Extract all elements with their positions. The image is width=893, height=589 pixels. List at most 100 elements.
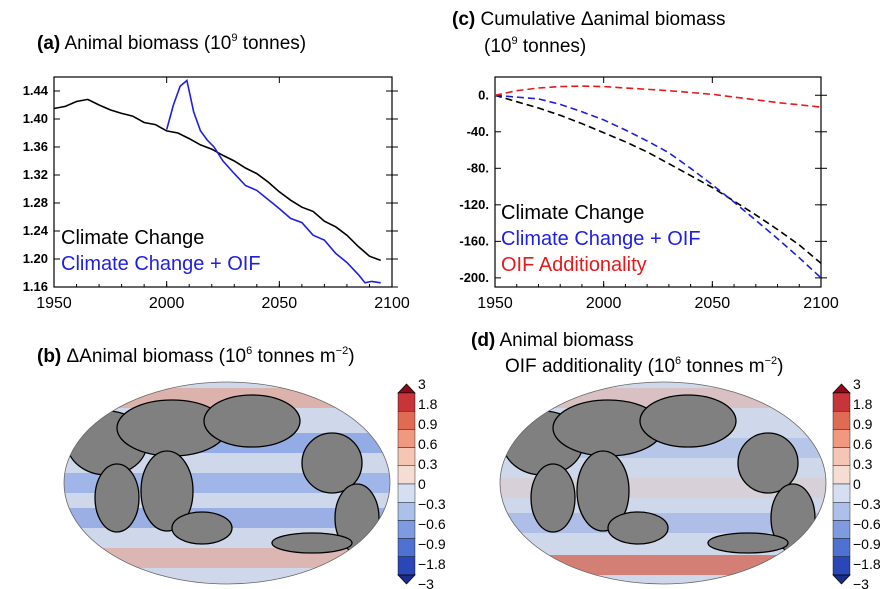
colorbar-tick-label-b: 0.9 [418, 416, 438, 432]
colorbar-segment-d [832, 447, 851, 467]
x-tick-label-c: 2000 [586, 295, 622, 312]
colorbar-tick-label-d: 0.9 [853, 416, 873, 432]
colorbar-segment-d [832, 392, 851, 412]
y-tick-label-a: 1.16 [23, 279, 48, 294]
ocean-band-b [64, 548, 390, 568]
colorbar-tick-label-b: −0.3 [418, 496, 446, 512]
map-b [63, 381, 391, 585]
colorbar-segment-d [832, 411, 851, 430]
colorbar-segment-b [397, 520, 416, 539]
colorbar-segment-d [832, 465, 851, 485]
colorbar-bottom-arrow-b [397, 574, 416, 585]
panel-b-title-end: ) [348, 346, 355, 367]
x-tick-label-a: 2100 [374, 295, 410, 312]
panel-c-title-line2: (109 tonnes) [484, 36, 586, 58]
colorbar-tick-label-b: −3 [418, 576, 434, 589]
panel-c-title-end: tonnes) [517, 36, 587, 57]
legend-entry-c-1: Climate Change + OIF [501, 228, 701, 250]
legend-entry-a-0: Climate Change [61, 227, 204, 249]
colorbar-tick-label-d: −0.3 [853, 496, 881, 512]
y-tick-label-c: -120. [459, 197, 489, 212]
x-tick-label-c: 2100 [803, 295, 839, 312]
ocean-band-d [500, 555, 826, 575]
panel-b-letter: (b) [37, 346, 62, 367]
land-mass-b [140, 450, 194, 532]
series-line-c-0 [494, 94, 822, 264]
y-tick-label-a: 1.32 [23, 167, 48, 182]
legend-entry-a-1: Climate Change + OIF [61, 253, 261, 275]
land-mass-d [639, 394, 737, 448]
colorbar-tick-label-b: 3 [418, 376, 426, 392]
land-mass-d [737, 432, 799, 494]
y-tick-label-a: 1.28 [23, 195, 48, 210]
colorbar-segment-d [832, 483, 851, 503]
land-mass-b [94, 463, 140, 533]
panel-c-letter: (c) [452, 9, 476, 30]
colorbar-segment-d [832, 429, 851, 448]
colorbar-d: 3 1.8 0.9 0.6 0.3 0 −0.3 −0.6 −0.9 −1.8 −3 [832, 376, 881, 589]
map-d [499, 381, 827, 585]
colorbar-bottom-arrow-d [832, 574, 851, 585]
map-outline-d [499, 381, 827, 585]
colorbar-segment-b [397, 411, 416, 430]
series-line-a-1 [165, 79, 381, 284]
colorbar-tick-label-d: 1.8 [853, 396, 873, 412]
chart-c: 1950 2000 2050 2100 0. -40. -80. -120. -160. -200… [459, 76, 839, 312]
colorbar-tick-label-b: 1.8 [418, 396, 438, 412]
colorbar-tick-label-d: −0.6 [853, 516, 881, 532]
colorbar-segment-b [397, 447, 416, 467]
panel-a-title-end: tonnes) [237, 33, 307, 54]
colorbar-top-arrow-d [832, 383, 851, 394]
colorbar-tick-label-d: −1.8 [853, 556, 881, 572]
panel-a-title: (a) Animal biomass (109 tonnes) [37, 33, 306, 55]
colorbar-segment-d [832, 520, 851, 539]
panel-d-letter: (d) [471, 330, 496, 351]
land-mass-b [301, 432, 363, 494]
panel-a-title-text: Animal biomass (10 [64, 33, 232, 54]
colorbar-segment-b [397, 502, 416, 521]
panel-d-title-line2: OIF additionality (106 tonnes m−2) [505, 356, 783, 378]
map-body-b [64, 382, 390, 584]
colorbar-tick-label-b: 0 [418, 476, 426, 492]
colorbar-tick-label-d: 0.6 [853, 436, 873, 452]
colorbar-segment-b [397, 556, 416, 576]
y-tick-label-c: 0. [478, 87, 489, 102]
y-tick-label-c: -160. [459, 233, 489, 248]
colorbar-segment-d [832, 502, 851, 521]
panel-d-title-mid: tonnes m [681, 356, 765, 377]
land-mass-b [171, 511, 233, 545]
colorbar-tick-label-b: −0.9 [418, 536, 446, 552]
y-tick-label-a: 1.36 [23, 139, 48, 154]
colorbar-b: 3 1.8 0.9 0.6 0.3 0 −0.3 −0.6 −0.9 −1.8 −3 [397, 376, 446, 589]
panel-b-title-sup: 6 [246, 345, 253, 357]
colorbar-top-arrow-b [397, 383, 416, 394]
colorbar-tick-label-d: −3 [853, 576, 869, 589]
y-tick-label-c: -80. [467, 160, 489, 175]
x-tick-label-a: 2000 [149, 295, 185, 312]
land-mass-d [576, 450, 630, 532]
panel-b-title-text: ΔAnimal biomass (10 [66, 346, 247, 367]
legend-entry-c-2: OIF Additionality [501, 254, 647, 276]
panel-b-title-mid: tonnes m [252, 346, 336, 367]
colorbar-tick-label-b: −0.6 [418, 516, 446, 532]
x-tick-label-c: 2050 [695, 295, 731, 312]
x-tick-label-a: 2050 [262, 295, 298, 312]
y-tick-label-c: -40. [467, 124, 489, 139]
chart-a: 1950 2000 2050 2100 1.44 1.40 1.36 1.32 1.28 1.24… [23, 76, 410, 312]
colorbar-tick-label-d: 3 [853, 376, 861, 392]
land-mass-b [271, 532, 353, 554]
panel-d-title-sup2: −2 [764, 355, 778, 367]
land-mass-b [203, 394, 301, 448]
map-body-d [500, 382, 826, 584]
map-outline-b [63, 381, 391, 585]
panel-d-title-line2-text: OIF additionality (10 [505, 356, 676, 377]
colorbar-segment-d [832, 538, 851, 557]
series-line-c-2 [494, 85, 822, 108]
panel-d-title-text: Animal biomass [499, 330, 634, 351]
panel-c-title-text: Cumulative Δanimal biomass [480, 9, 726, 30]
x-tick-label-c: 1950 [477, 295, 513, 312]
panel-d-title-end: ) [777, 356, 784, 377]
land-mass-d [607, 511, 669, 545]
y-tick-label-a: 1.20 [23, 251, 48, 266]
